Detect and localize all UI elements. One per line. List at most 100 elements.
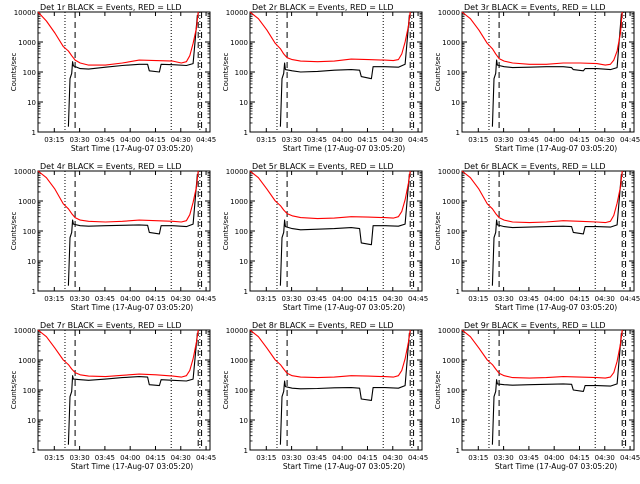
x-tick-label: 03:45 [95,136,115,144]
y-tick-label: 100 [235,387,248,395]
y-tick-label: 10000 [14,327,36,335]
y-tick-label: 1 [32,288,36,296]
x-tick-label: 04:00 [544,136,564,144]
chart-title: Det 7r BLACK = Events, RED = LLD [40,321,182,330]
x-tick-label: 03:45 [307,295,327,303]
y-tick-label: 1 [244,129,248,137]
x-tick-label: 04:30 [383,136,403,144]
y-tick-label: 100 [447,228,460,236]
series-line-events [491,173,622,286]
x-tick-label: 03:15 [468,136,488,144]
y-tick-label: 1 [244,288,248,296]
chart-panel: Det 7r BLACK = Events, RED = LLD 1 10 100 10… [10,321,216,471]
y-tick-label: 1 [32,129,36,137]
chart-panel: Det 2r BLACK = Events, RED = LLD 1 10 100 10… [222,3,428,153]
series-line-events [279,332,410,445]
x-tick-label: 04:30 [383,454,403,462]
x-tick-label: 04:45 [196,295,216,303]
y-tick-label: 1000 [442,39,460,47]
series-line-events [67,332,198,445]
y-tick-label: 100 [235,69,248,77]
plot-frame [37,170,211,292]
y-tick-label: 10 [239,417,248,425]
x-tick-label: 04:00 [120,454,140,462]
plot-frame [37,11,211,133]
x-tick-label: 04:15 [569,454,589,462]
y-tick-label: 10000 [226,327,248,335]
x-tick-label: 04:45 [196,454,216,462]
x-axis-label: Start Time (17-Aug-07 03:05:20) [495,303,617,312]
x-tick-label: 03:30 [494,454,514,462]
y-tick-label: 100 [235,228,248,236]
chart-title: Det 8r BLACK = Events, RED = LLD [252,321,394,330]
y-tick-label: 1000 [230,39,248,47]
x-tick-label: 03:15 [256,136,276,144]
chart-panel: Det 5r BLACK = Events, RED = LLD 1 10 100 10… [222,162,428,312]
chart-panel: Det 9r BLACK = Events, RED = LLD 1 10 100 10… [434,321,640,471]
y-tick-label: 1000 [230,198,248,206]
x-tick-label: 04:15 [145,136,165,144]
plot-frame [249,11,423,133]
x-tick-label: 04:30 [171,295,191,303]
chart-title: Det 4r BLACK = Events, RED = LLD [40,162,182,171]
x-tick-label: 03:15 [44,454,64,462]
y-tick-label: 1 [32,447,36,455]
x-tick-label: 03:30 [70,454,90,462]
x-tick-label: 03:30 [282,295,302,303]
x-axis-label: Start Time (17-Aug-07 03:05:20) [495,144,617,153]
chart-panel: Det 3r BLACK = Events, RED = LLD 1 10 100 10… [434,3,640,153]
x-tick-label: 03:45 [307,136,327,144]
y-tick-label: 10000 [438,327,460,335]
x-tick-label: 03:15 [256,454,276,462]
x-tick-label: 03:45 [519,136,539,144]
chart-panel: Det 8r BLACK = Events, RED = LLD 1 10 100 10… [222,321,428,471]
x-tick-label: 04:15 [145,454,165,462]
series-line-lld [37,329,199,378]
x-tick-label: 04:45 [620,295,640,303]
x-tick-label: 04:00 [332,136,352,144]
chart-title: Det 3r BLACK = Events, RED = LLD [464,3,606,12]
x-axis-label: Start Time (17-Aug-07 03:05:20) [71,303,193,312]
y-axis-label: Counts/sec [434,53,442,92]
y-tick-label: 1 [244,447,248,455]
y-tick-label: 10000 [438,9,460,17]
y-tick-label: 10 [27,99,36,107]
x-axis-label: Start Time (17-Aug-07 03:05:20) [283,462,405,471]
x-tick-label: 03:30 [70,295,90,303]
y-axis-label: Counts/sec [10,371,18,410]
x-tick-label: 03:15 [44,136,64,144]
y-tick-label: 100 [23,387,36,395]
series-line-lld [37,11,199,66]
x-tick-label: 03:15 [468,454,488,462]
y-tick-label: 100 [447,387,460,395]
y-axis-label: Counts/sec [434,371,442,410]
x-tick-label: 03:45 [95,454,115,462]
x-tick-label: 03:15 [468,295,488,303]
chart-title: Det 2r BLACK = Events, RED = LLD [252,3,394,12]
y-tick-label: 10000 [226,168,248,176]
y-tick-label: 1000 [442,198,460,206]
x-tick-label: 04:15 [145,295,165,303]
x-tick-label: 04:30 [171,136,191,144]
y-tick-label: 10 [451,258,460,266]
y-tick-label: 1000 [442,357,460,365]
y-tick-label: 10 [451,99,460,107]
y-axis-label: Counts/sec [434,212,442,251]
chart-title: Det 1r BLACK = Events, RED = LLD [40,3,182,12]
x-tick-label: 03:30 [70,136,90,144]
y-axis-label: Counts/sec [222,212,230,251]
x-tick-label: 04:30 [383,295,403,303]
y-axis-label: Counts/sec [10,53,18,92]
series-line-lld [461,329,623,379]
x-tick-label: 04:45 [408,454,428,462]
plot-frame [249,170,423,292]
y-tick-label: 100 [447,69,460,77]
x-tick-label: 04:45 [620,454,640,462]
plot-frame [249,329,423,451]
series-line-events [491,13,622,127]
x-tick-label: 03:30 [494,136,514,144]
y-axis-label: Counts/sec [222,371,230,410]
plot-frame [461,11,635,133]
